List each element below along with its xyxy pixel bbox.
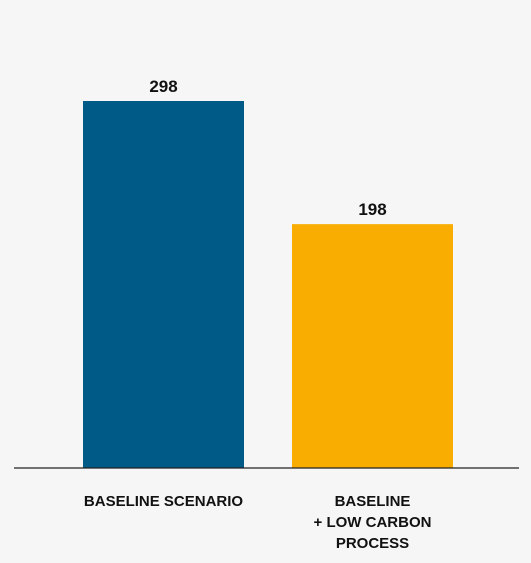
category-label-0-line-0: BASELINE SCENARIO	[84, 493, 244, 510]
category-label-1-line-2: PROCESS	[336, 535, 409, 552]
bars-group	[83, 101, 453, 468]
value-labels-group: 298 198	[149, 77, 386, 219]
category-labels-group: BASELINE SCENARIO BASELINE + LOW CARBON PRO…	[84, 493, 432, 552]
bar-1	[292, 224, 453, 468]
value-label-0: 298	[149, 77, 177, 96]
bar-0	[83, 101, 244, 468]
category-label-1-line-0: BASELINE	[335, 493, 411, 510]
value-label-1: 198	[358, 200, 386, 219]
category-label-1-line-1: + LOW CARBON	[314, 514, 432, 531]
